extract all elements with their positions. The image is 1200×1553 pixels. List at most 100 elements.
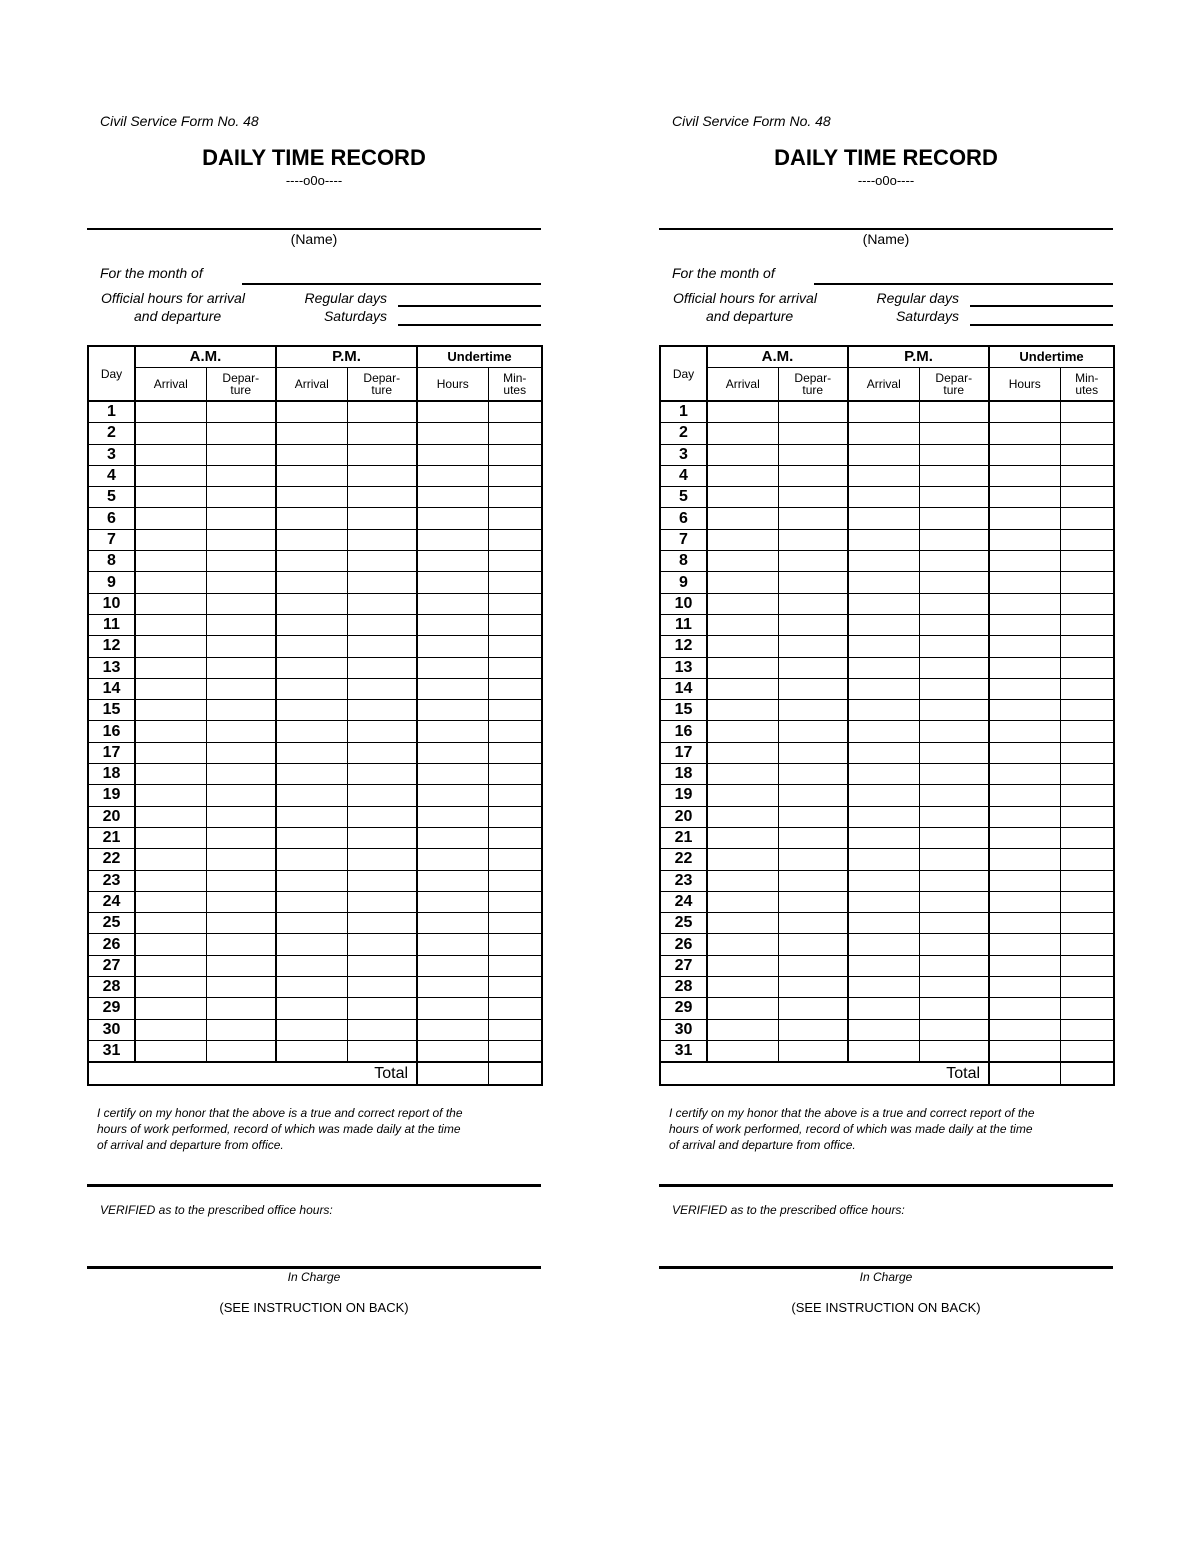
am-arrival-cell[interactable] bbox=[134, 443, 207, 466]
am-departure-cell[interactable] bbox=[777, 741, 849, 765]
undertime-hours-cell[interactable] bbox=[416, 1039, 489, 1063]
undertime-minutes-cell[interactable] bbox=[487, 528, 543, 552]
pm-departure-cell[interactable] bbox=[918, 486, 990, 509]
pm-arrival-cell[interactable] bbox=[275, 1039, 348, 1063]
undertime-hours-cell[interactable] bbox=[988, 613, 1061, 637]
pm-arrival-cell[interactable] bbox=[847, 486, 920, 509]
undertime-minutes-cell[interactable] bbox=[487, 997, 543, 1020]
undertime-hours-cell[interactable] bbox=[988, 912, 1061, 935]
undertime-hours-cell[interactable] bbox=[416, 635, 489, 658]
pm-arrival-cell[interactable] bbox=[847, 550, 920, 573]
pm-departure-cell[interactable] bbox=[346, 699, 418, 722]
pm-departure-cell[interactable] bbox=[918, 1039, 990, 1063]
am-departure-cell[interactable] bbox=[205, 443, 277, 466]
undertime-minutes-cell[interactable] bbox=[1059, 507, 1115, 530]
undertime-hours-cell[interactable] bbox=[416, 933, 489, 956]
am-arrival-cell[interactable] bbox=[134, 507, 207, 530]
am-arrival-cell[interactable] bbox=[706, 592, 779, 615]
undertime-hours-cell[interactable] bbox=[988, 400, 1061, 424]
am-departure-cell[interactable] bbox=[777, 997, 849, 1020]
am-departure-cell[interactable] bbox=[205, 528, 277, 552]
pm-departure-cell[interactable] bbox=[918, 443, 990, 466]
pm-departure-cell[interactable] bbox=[346, 848, 418, 871]
undertime-hours-cell[interactable] bbox=[416, 869, 489, 892]
undertime-hours-cell[interactable] bbox=[988, 422, 1061, 445]
undertime-minutes-cell[interactable] bbox=[487, 784, 543, 807]
undertime-minutes-cell[interactable] bbox=[1059, 550, 1115, 573]
undertime-hours-cell[interactable] bbox=[416, 677, 489, 701]
pm-arrival-cell[interactable] bbox=[275, 592, 348, 615]
am-arrival-cell[interactable] bbox=[134, 422, 207, 445]
am-arrival-cell[interactable] bbox=[134, 805, 207, 828]
undertime-minutes-cell[interactable] bbox=[1059, 400, 1115, 424]
pm-departure-cell[interactable] bbox=[346, 826, 418, 850]
undertime-minutes-cell[interactable] bbox=[1059, 1039, 1115, 1063]
pm-departure-cell[interactable] bbox=[346, 677, 418, 701]
undertime-minutes-cell[interactable] bbox=[487, 890, 543, 914]
pm-arrival-cell[interactable] bbox=[275, 507, 348, 530]
pm-arrival-cell[interactable] bbox=[847, 656, 920, 679]
am-departure-cell[interactable] bbox=[205, 571, 277, 594]
undertime-minutes-cell[interactable] bbox=[1059, 784, 1115, 807]
am-departure-cell[interactable] bbox=[777, 422, 849, 445]
name-line[interactable] bbox=[87, 228, 541, 230]
am-departure-cell[interactable] bbox=[205, 635, 277, 658]
undertime-hours-cell[interactable] bbox=[416, 1018, 489, 1041]
am-departure-cell[interactable] bbox=[777, 550, 849, 573]
pm-arrival-cell[interactable] bbox=[275, 613, 348, 637]
pm-departure-cell[interactable] bbox=[918, 677, 990, 701]
pm-departure-cell[interactable] bbox=[918, 528, 990, 552]
pm-departure-cell[interactable] bbox=[918, 656, 990, 679]
pm-arrival-cell[interactable] bbox=[275, 933, 348, 956]
in-charge-signature-line[interactable] bbox=[659, 1266, 1113, 1269]
undertime-minutes-cell[interactable] bbox=[487, 592, 543, 615]
pm-arrival-cell[interactable] bbox=[847, 592, 920, 615]
pm-departure-cell[interactable] bbox=[918, 592, 990, 615]
pm-arrival-cell[interactable] bbox=[847, 933, 920, 956]
pm-departure-cell[interactable] bbox=[346, 550, 418, 573]
pm-departure-cell[interactable] bbox=[346, 507, 418, 530]
name-line[interactable] bbox=[659, 228, 1113, 230]
am-arrival-cell[interactable] bbox=[706, 635, 779, 658]
am-arrival-cell[interactable] bbox=[706, 400, 779, 424]
pm-arrival-cell[interactable] bbox=[275, 848, 348, 871]
pm-departure-cell[interactable] bbox=[346, 933, 418, 956]
pm-arrival-cell[interactable] bbox=[275, 635, 348, 658]
undertime-minutes-cell[interactable] bbox=[1059, 422, 1115, 445]
undertime-minutes-cell[interactable] bbox=[487, 486, 543, 509]
pm-departure-cell[interactable] bbox=[918, 826, 990, 850]
am-departure-cell[interactable] bbox=[205, 656, 277, 679]
undertime-hours-cell[interactable] bbox=[416, 699, 489, 722]
am-arrival-cell[interactable] bbox=[134, 826, 207, 850]
am-departure-cell[interactable] bbox=[777, 656, 849, 679]
am-arrival-cell[interactable] bbox=[706, 741, 779, 765]
pm-departure-cell[interactable] bbox=[918, 933, 990, 956]
pm-arrival-cell[interactable] bbox=[275, 677, 348, 701]
pm-arrival-cell[interactable] bbox=[847, 826, 920, 850]
undertime-hours-cell[interactable] bbox=[988, 1018, 1061, 1041]
pm-arrival-cell[interactable] bbox=[847, 976, 920, 999]
undertime-minutes-cell[interactable] bbox=[1059, 592, 1115, 615]
pm-arrival-cell[interactable] bbox=[275, 464, 348, 488]
am-departure-cell[interactable] bbox=[205, 1018, 277, 1041]
am-arrival-cell[interactable] bbox=[706, 720, 779, 743]
am-departure-cell[interactable] bbox=[777, 848, 849, 871]
am-departure-cell[interactable] bbox=[205, 550, 277, 573]
pm-departure-cell[interactable] bbox=[918, 571, 990, 594]
undertime-minutes-cell[interactable] bbox=[487, 720, 543, 743]
am-departure-cell[interactable] bbox=[777, 1018, 849, 1041]
pm-arrival-cell[interactable] bbox=[847, 422, 920, 445]
am-departure-cell[interactable] bbox=[777, 933, 849, 956]
pm-arrival-cell[interactable] bbox=[275, 571, 348, 594]
undertime-hours-cell[interactable] bbox=[988, 869, 1061, 892]
undertime-hours-cell[interactable] bbox=[988, 443, 1061, 466]
am-departure-cell[interactable] bbox=[777, 805, 849, 828]
undertime-minutes-cell[interactable] bbox=[487, 1039, 543, 1063]
am-arrival-cell[interactable] bbox=[134, 869, 207, 892]
pm-arrival-cell[interactable] bbox=[275, 869, 348, 892]
undertime-hours-cell[interactable] bbox=[416, 954, 489, 978]
undertime-hours-cell[interactable] bbox=[988, 528, 1061, 552]
undertime-hours-cell[interactable] bbox=[988, 805, 1061, 828]
am-arrival-cell[interactable] bbox=[134, 997, 207, 1020]
total-hours-cell[interactable] bbox=[416, 1061, 489, 1086]
